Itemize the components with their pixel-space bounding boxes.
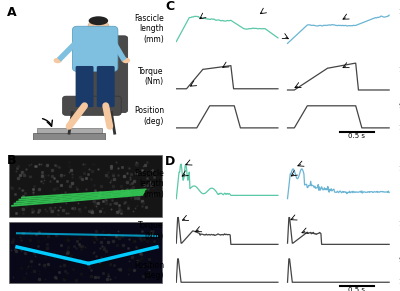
FancyBboxPatch shape (85, 36, 128, 113)
Text: 94: 94 (398, 257, 400, 263)
Bar (33, 133, 105, 140)
Text: B: B (7, 154, 17, 167)
Text: 94: 94 (398, 103, 400, 109)
Text: 100: 100 (398, 125, 400, 131)
FancyBboxPatch shape (76, 66, 94, 107)
FancyBboxPatch shape (62, 96, 121, 115)
Text: Position
(deg): Position (deg) (134, 261, 164, 280)
Bar (36, 128, 102, 134)
Ellipse shape (54, 58, 62, 63)
Text: D: D (165, 155, 176, 168)
Text: A: A (7, 6, 17, 19)
Bar (9, 222, 162, 283)
Text: Position
(deg): Position (deg) (134, 107, 164, 126)
Text: Fascicle
length
(mm): Fascicle length (mm) (134, 169, 164, 199)
Text: 1.0: 1.0 (398, 166, 400, 172)
Text: 10: 10 (398, 221, 400, 227)
Ellipse shape (88, 19, 109, 36)
FancyBboxPatch shape (97, 66, 115, 107)
Text: 10: 10 (398, 67, 400, 73)
Text: C: C (165, 0, 174, 13)
Text: Torque
(Nm): Torque (Nm) (138, 67, 164, 86)
Bar (9, 155, 162, 217)
Ellipse shape (89, 16, 108, 25)
Text: 0.5 s: 0.5 s (348, 133, 365, 139)
Ellipse shape (122, 58, 130, 63)
Text: 100: 100 (398, 279, 400, 285)
Text: Fascicle
length
(mm): Fascicle length (mm) (134, 14, 164, 44)
Text: 1.0: 1.0 (398, 9, 400, 15)
FancyBboxPatch shape (72, 26, 118, 72)
Text: 0.5 s: 0.5 s (348, 288, 365, 291)
Text: Torque
(Nm): Torque (Nm) (138, 221, 164, 241)
